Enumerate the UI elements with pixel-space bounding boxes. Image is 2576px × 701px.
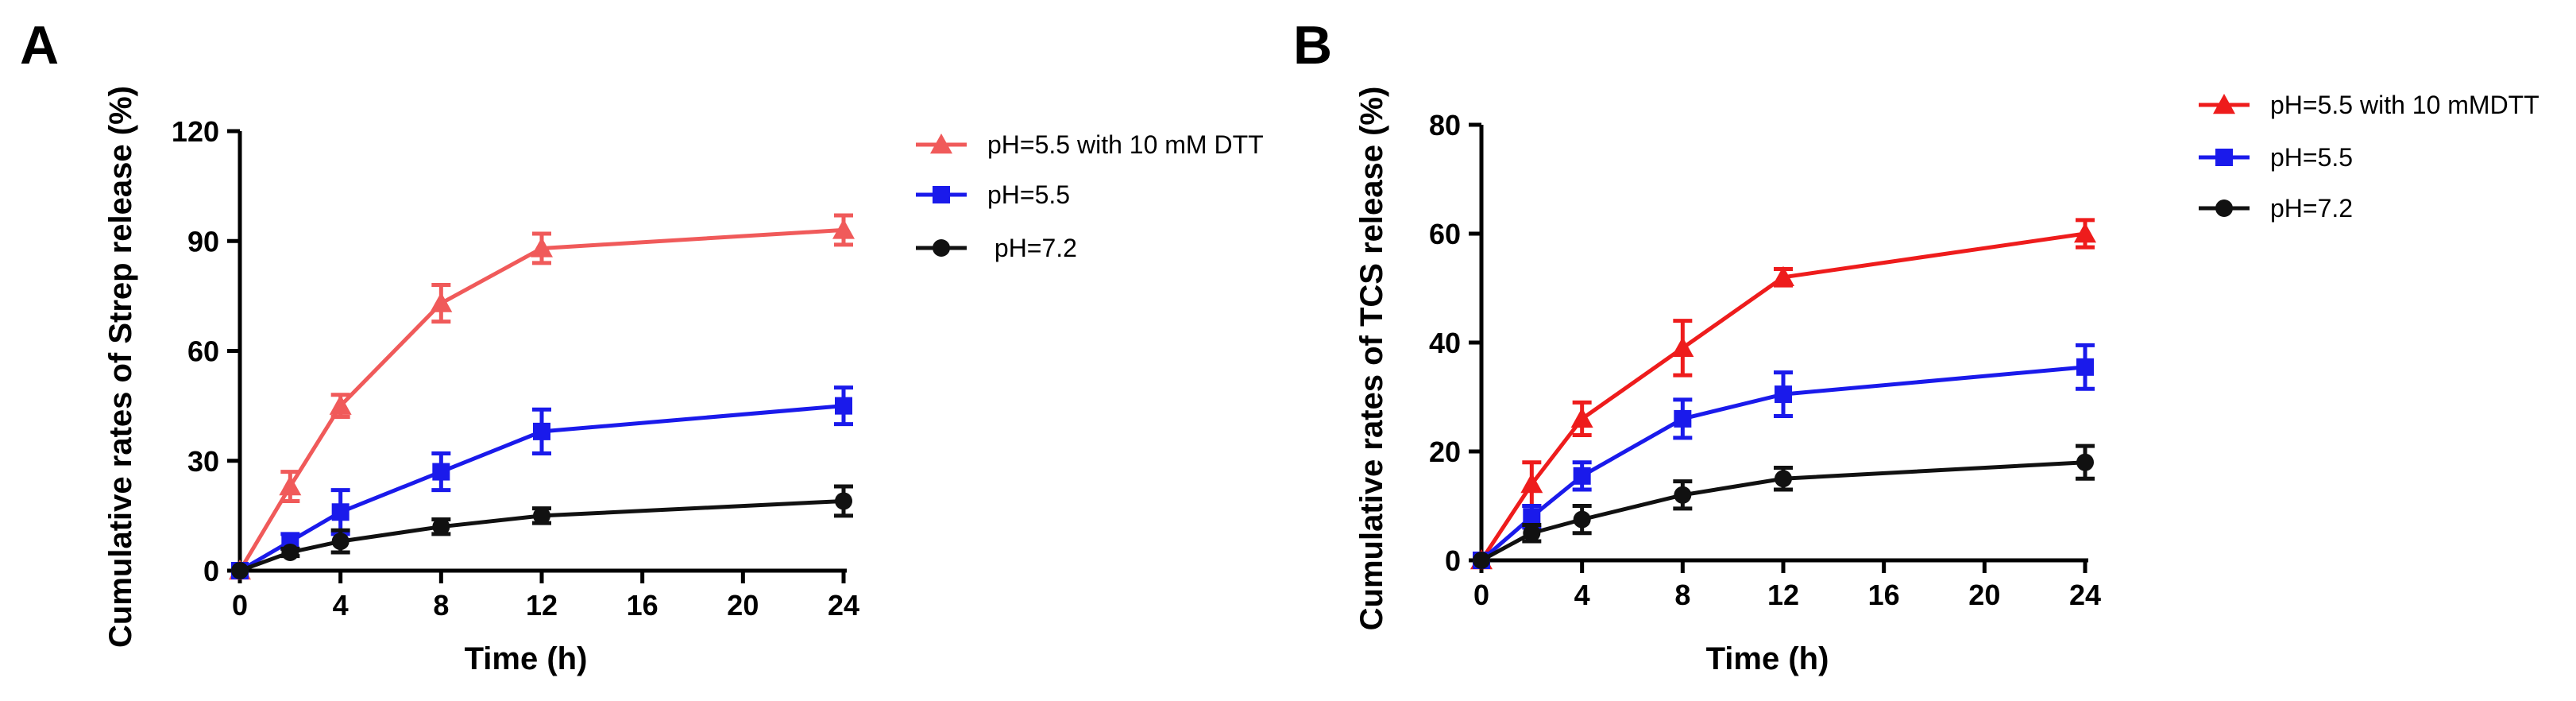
x-tick-label: 24 (828, 589, 859, 622)
data-point (2076, 358, 2094, 376)
data-point (1573, 467, 1591, 485)
y-tick-label: 120 (172, 115, 219, 148)
series-line (1479, 231, 2086, 562)
data-point (1520, 473, 1543, 494)
data-point (533, 422, 550, 440)
data-point (1674, 409, 1692, 428)
data-point (1523, 508, 1541, 526)
x-tick-label: 4 (1574, 579, 1590, 611)
legend-label: pH=5.5 with 10 mM DTT (987, 130, 1264, 159)
x-tick-label: 12 (526, 589, 558, 622)
x-tick-label: 8 (1674, 579, 1690, 611)
y-tick-label: 90 (187, 225, 219, 258)
y-tick-label: 60 (187, 335, 219, 368)
data-point (1570, 407, 1593, 428)
panel-letter: B (1293, 15, 1332, 76)
legend-label: pH=5.5 (2270, 143, 2353, 172)
legend-marker (2215, 149, 2233, 166)
legend-label: pH=7.2 (987, 234, 1077, 262)
data-point (835, 397, 852, 415)
data-point (331, 503, 350, 521)
data-point (231, 562, 249, 579)
series-2 (1473, 443, 2095, 569)
data-point (1523, 524, 1541, 542)
legend-marker (930, 134, 952, 154)
legend-label: pH=5.5 (987, 180, 1070, 209)
x-tick-label: 0 (232, 589, 248, 622)
legend-marker (933, 239, 950, 257)
x-tick-label: 0 (1473, 579, 1489, 611)
legend-label: pH=5.5 with 10 mMDTT (2270, 91, 2539, 119)
x-axis-title: Time (h) (1706, 641, 1829, 676)
data-point (1674, 486, 1692, 504)
legend-marker (933, 186, 950, 203)
y-tick-label: 30 (187, 445, 219, 478)
data-point (329, 394, 352, 415)
data-point (1775, 385, 1792, 404)
data-point (432, 463, 450, 481)
series-0 (1470, 218, 2096, 570)
panel-letter: A (20, 15, 59, 76)
y-tick-label: 20 (1429, 436, 1461, 468)
data-point (832, 219, 855, 239)
x-tick-label: 4 (333, 589, 349, 622)
data-point (1573, 510, 1591, 529)
y-tick-label: 40 (1429, 327, 1461, 359)
y-tick-label: 80 (1429, 109, 1461, 141)
data-point (533, 506, 550, 525)
x-tick-label: 20 (727, 589, 759, 622)
data-point (331, 533, 350, 551)
x-tick-label: 20 (1968, 579, 2000, 611)
x-axis-title: Time (h) (465, 641, 588, 676)
x-tick-label: 8 (433, 589, 449, 622)
legend-marker (2215, 199, 2233, 217)
data-point (1473, 552, 1490, 569)
legend-label: pH=7.2 (2270, 194, 2353, 223)
panel-b: B 0 20 40 60 80 0 4 8 12 16 20 24 Time (h) Cumulative … (1293, 15, 2539, 676)
data-point (835, 492, 852, 510)
series-1 (1473, 343, 2095, 569)
data-point (1775, 470, 1792, 488)
series-1 (231, 385, 853, 579)
data-point (531, 237, 553, 258)
panel-a: A 0 30 60 90 120 0 4 8 12 16 20 24 Time (h) Cumulative… (20, 15, 1264, 676)
y-axis-title: Cumulative rates of TCS release (%) (1354, 87, 1389, 631)
x-tick-label: 16 (627, 589, 658, 622)
data-point (1671, 336, 1694, 358)
data-point (2074, 223, 2096, 243)
data-point (279, 475, 302, 496)
data-point (281, 543, 299, 561)
series-0 (229, 213, 855, 580)
y-tick-label: 0 (1445, 544, 1461, 577)
data-point (430, 292, 453, 312)
series-line (1480, 460, 2086, 563)
x-tick-label: 12 (1767, 579, 1799, 611)
x-tick-label: 16 (1868, 579, 1900, 611)
y-axis-title: Cumulative rates of Strep release (%) (103, 86, 138, 648)
data-point (432, 517, 450, 536)
data-point (2076, 453, 2094, 471)
data-point (1772, 265, 1794, 286)
y-tick-label: 60 (1429, 218, 1461, 250)
series-2 (231, 484, 853, 579)
y-tick-label: 0 (203, 555, 219, 587)
legend-marker (2213, 94, 2235, 114)
x-tick-label: 24 (2069, 579, 2101, 611)
